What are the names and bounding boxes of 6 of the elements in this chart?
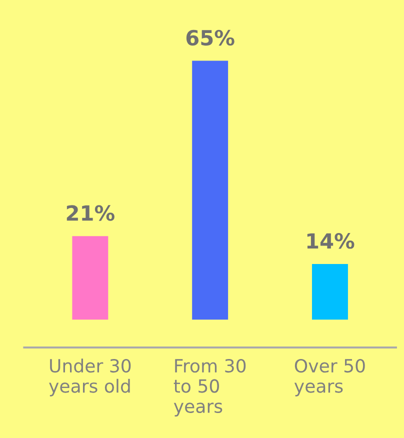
data-label: 21% bbox=[66, 205, 114, 221]
x-tick-label: Over 50 years bbox=[294, 358, 365, 396]
data-label: 14% bbox=[307, 233, 354, 249]
x-tick-label: From 30 to 50 years bbox=[174, 358, 246, 417]
x-tick-label: Under 30 years old bbox=[49, 358, 131, 396]
data-label: 65% bbox=[186, 30, 234, 46]
